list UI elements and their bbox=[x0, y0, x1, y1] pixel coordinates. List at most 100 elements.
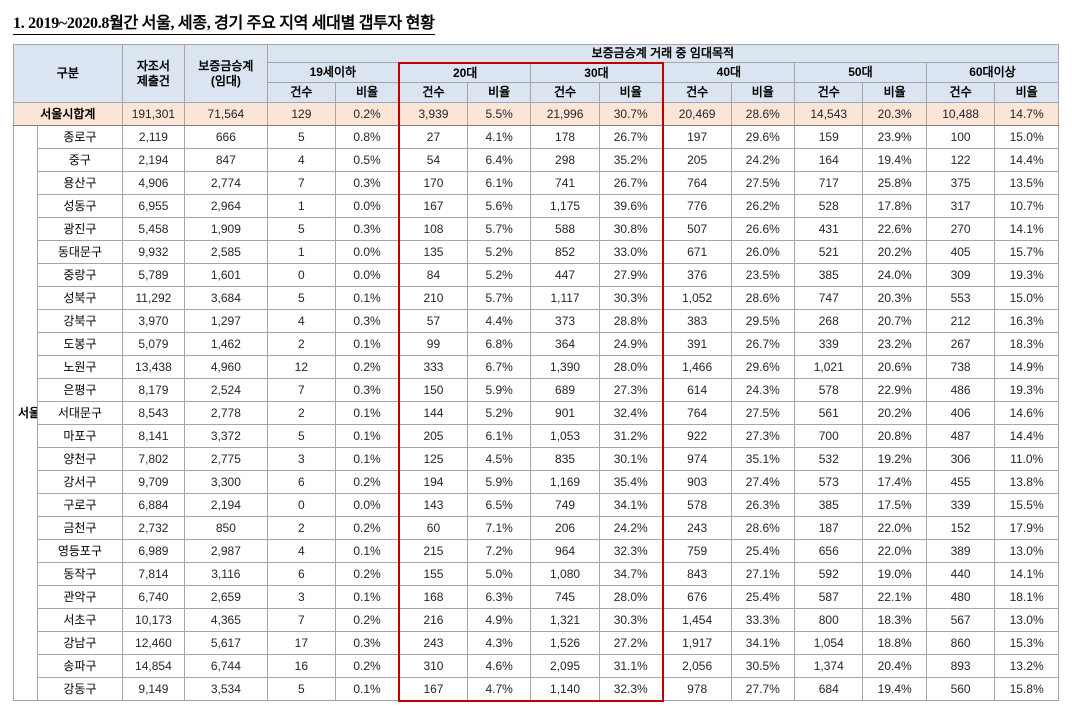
cell-20s-ratio: 6.8% bbox=[466, 332, 532, 356]
cell-deposit-count: 71,564 bbox=[184, 102, 268, 126]
cell-50s-ratio: 24.0% bbox=[862, 263, 927, 287]
cell-60s-count: 389 bbox=[925, 539, 996, 563]
cell-20s-count: 210 bbox=[397, 286, 468, 310]
cell-60s-ratio: 13.0% bbox=[994, 539, 1059, 563]
cell-50s-ratio: 19.4% bbox=[862, 677, 927, 701]
cell-60s-count: 267 bbox=[925, 332, 996, 356]
cell-50s-count: 1,054 bbox=[794, 631, 864, 655]
col-header-20s-ratio: 비율 bbox=[466, 82, 532, 103]
cell-20s-ratio: 6.3% bbox=[466, 585, 532, 609]
cell-60s-count: 212 bbox=[925, 309, 996, 333]
cell-u19-count: 4 bbox=[266, 148, 337, 172]
cell-40s-count: 1,052 bbox=[662, 286, 732, 310]
district-row: 광진구 5,458 1,909 5 0.3% 108 5.7% 588 30.8% 507 26.6… bbox=[14, 217, 1059, 241]
cell-50s-count: 587 bbox=[794, 585, 864, 609]
col-header-50s-ratio: 비율 bbox=[862, 82, 927, 103]
cell-50s-count: 339 bbox=[794, 332, 864, 356]
cell-u19-count: 0 bbox=[266, 263, 337, 287]
cell-u19-count: 4 bbox=[266, 309, 337, 333]
cell-60s-ratio: 14.1% bbox=[994, 562, 1059, 586]
cell-40s-ratio: 26.2% bbox=[730, 194, 796, 218]
cell-20s-count: 167 bbox=[397, 677, 468, 702]
cell-deposit-count: 2,774 bbox=[184, 171, 268, 195]
cell-deposit-count: 3,684 bbox=[184, 286, 268, 310]
cell-report-count: 6,740 bbox=[121, 585, 186, 609]
col-header-30s-count: 건수 bbox=[530, 82, 600, 103]
cell-60s-count: 270 bbox=[925, 217, 996, 241]
cell-report-count: 8,141 bbox=[121, 424, 186, 448]
gap-investment-table: 구분 자조서 제출건 보증금승계 (임대) 보증금승계 거래 중 임대목적 19… bbox=[12, 44, 1060, 702]
col-header-gubun: 구분 bbox=[13, 44, 123, 103]
cell-60s-count: 560 bbox=[925, 677, 996, 701]
cell-50s-ratio: 18.3% bbox=[862, 608, 927, 632]
cell-60s-count: 122 bbox=[925, 148, 996, 172]
cell-30s-ratio: 27.3% bbox=[598, 378, 664, 402]
cell-report-count: 4,906 bbox=[121, 171, 186, 195]
cell-30s-ratio: 33.0% bbox=[598, 240, 664, 264]
district-row: 노원구 13,438 4,960 12 0.2% 333 6.7% 1,390 28.0% 1,4… bbox=[14, 355, 1059, 379]
cell-60s-count: 100 bbox=[925, 125, 996, 149]
cell-30s-count: 1,053 bbox=[530, 424, 600, 448]
cell-60s-count: 309 bbox=[925, 263, 996, 287]
cell-40s-count: 903 bbox=[662, 470, 732, 494]
cell-deposit-count: 1,297 bbox=[184, 309, 268, 333]
col-header-age-u19: 19세이하 bbox=[266, 62, 400, 83]
col-header-age-50s: 50대 bbox=[794, 62, 927, 83]
cell-u19-count: 5 bbox=[266, 286, 337, 310]
cell-50s-count: 385 bbox=[794, 263, 864, 287]
cell-60s-ratio: 16.3% bbox=[994, 309, 1059, 333]
cell-20s-ratio: 4.1% bbox=[466, 125, 532, 149]
cell-40s-count: 383 bbox=[662, 309, 732, 333]
cell-40s-count: 507 bbox=[662, 217, 732, 241]
cell-20s-ratio: 6.4% bbox=[466, 148, 532, 172]
cell-u19-ratio: 0.0% bbox=[335, 263, 400, 287]
cell-u19-ratio: 0.8% bbox=[335, 125, 400, 149]
cell-60s-count: 405 bbox=[925, 240, 996, 264]
cell-u19-ratio: 0.1% bbox=[335, 332, 400, 356]
cell-40s-ratio: 26.6% bbox=[730, 217, 796, 241]
cell-u19-count: 7 bbox=[266, 378, 337, 402]
cell-50s-count: 187 bbox=[794, 516, 864, 540]
cell-50s-ratio: 20.7% bbox=[862, 309, 927, 333]
cell-u19-count: 16 bbox=[266, 654, 337, 678]
cell-40s-ratio: 25.4% bbox=[730, 539, 796, 563]
col-header-u19-ratio: 비율 bbox=[335, 82, 400, 103]
cell-30s-count: 835 bbox=[530, 447, 600, 471]
cell-deposit-count: 2,585 bbox=[184, 240, 268, 264]
cell-30s-count: 852 bbox=[530, 240, 600, 264]
cell-60s-ratio: 17.9% bbox=[994, 516, 1059, 540]
cell-60s-ratio: 14.6% bbox=[994, 401, 1059, 425]
cell-u19-count: 0 bbox=[266, 493, 337, 517]
cell-40s-ratio: 24.3% bbox=[730, 378, 796, 402]
cell-u19-count: 4 bbox=[266, 539, 337, 563]
cell-20s-ratio: 5.5% bbox=[466, 102, 532, 126]
cell-50s-count: 747 bbox=[794, 286, 864, 310]
cell-30s-count: 373 bbox=[530, 309, 600, 333]
cell-60s-ratio: 14.1% bbox=[994, 217, 1059, 241]
cell-report-count: 5,789 bbox=[121, 263, 186, 287]
cell-40s-ratio: 33.3% bbox=[730, 608, 796, 632]
cell-30s-count: 749 bbox=[530, 493, 600, 517]
col-header-deposit: 보증금승계 (임대) bbox=[184, 44, 268, 103]
district-row: 용산구 4,906 2,774 7 0.3% 170 6.1% 741 26.7% 764 27.5… bbox=[14, 171, 1059, 195]
cell-40s-ratio: 29.5% bbox=[730, 309, 796, 333]
cell-50s-count: 431 bbox=[794, 217, 864, 241]
row-label: 성북구 bbox=[37, 286, 123, 310]
cell-60s-count: 487 bbox=[925, 424, 996, 448]
cell-40s-ratio: 28.6% bbox=[730, 286, 796, 310]
cell-20s-count: 108 bbox=[397, 217, 468, 241]
cell-40s-ratio: 27.7% bbox=[730, 677, 796, 701]
district-row: 강서구 9,709 3,300 6 0.2% 194 5.9% 1,169 35.4% 903 27… bbox=[14, 470, 1059, 494]
district-row: 동작구 7,814 3,116 6 0.2% 155 5.0% 1,080 34.7% 843 27… bbox=[14, 562, 1059, 586]
cell-u19-count: 6 bbox=[266, 562, 337, 586]
cell-deposit-count: 3,300 bbox=[184, 470, 268, 494]
cell-60s-count: 553 bbox=[925, 286, 996, 310]
cell-deposit-count: 3,116 bbox=[184, 562, 268, 586]
cell-20s-ratio: 4.4% bbox=[466, 309, 532, 333]
cell-40s-ratio: 27.3% bbox=[730, 424, 796, 448]
cell-40s-ratio: 27.1% bbox=[730, 562, 796, 586]
cell-40s-ratio: 28.6% bbox=[730, 102, 796, 126]
district-row: 성북구 11,292 3,684 5 0.1% 210 5.7% 1,117 30.3% 1,05… bbox=[14, 286, 1059, 310]
cell-u19-ratio: 0.1% bbox=[335, 401, 400, 425]
cell-40s-count: 376 bbox=[662, 263, 732, 287]
